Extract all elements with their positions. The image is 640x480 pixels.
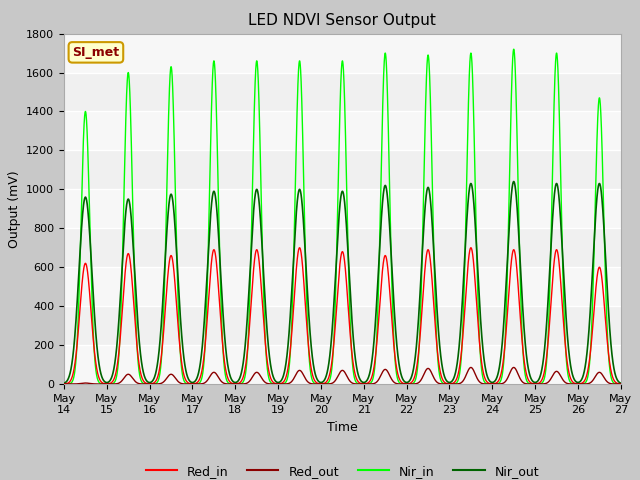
- Legend: Red_in, Red_out, Nir_in, Nir_out: Red_in, Red_out, Nir_in, Nir_out: [141, 460, 544, 480]
- Bar: [64, 345, 621, 384]
- Bar: [64, 267, 621, 306]
- Bar: [64, 111, 621, 150]
- Bar: [64, 34, 621, 72]
- Text: SI_met: SI_met: [72, 46, 120, 59]
- Bar: [64, 189, 621, 228]
- X-axis label: Time: Time: [327, 421, 358, 434]
- Title: LED NDVI Sensor Output: LED NDVI Sensor Output: [248, 13, 436, 28]
- Y-axis label: Output (mV): Output (mV): [8, 170, 20, 248]
